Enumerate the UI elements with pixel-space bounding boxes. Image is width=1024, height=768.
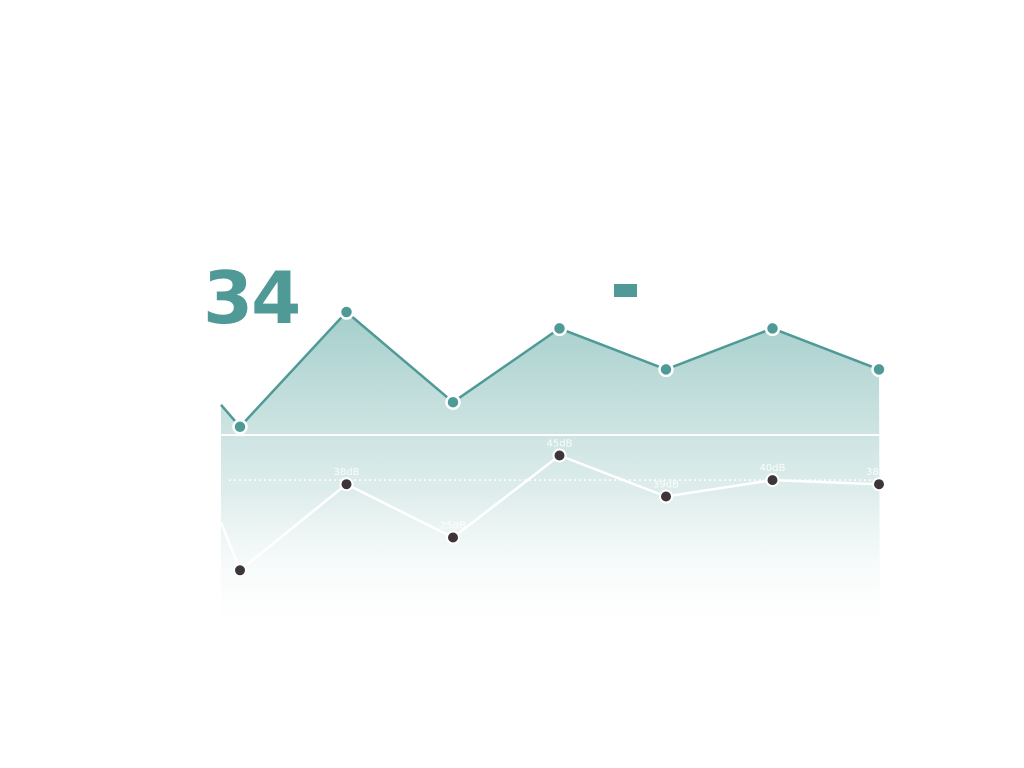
series-1-point	[445, 394, 461, 410]
series-2-line	[219, 454, 880, 572]
legend-swatch	[614, 284, 637, 297]
series-1-point	[232, 419, 248, 435]
series-2-point	[659, 489, 673, 504]
series-1-point	[551, 320, 568, 337]
series-2-point	[446, 530, 460, 545]
headline-number: 34	[203, 256, 301, 340]
series-1-point	[658, 361, 674, 378]
series-2-point	[765, 473, 780, 488]
series-2-point	[872, 477, 886, 492]
data-label: 38dB	[866, 467, 892, 478]
series-1-point	[764, 320, 781, 337]
series-2-point	[233, 563, 247, 578]
series-1-point	[871, 361, 887, 378]
data-label: 25dB	[440, 521, 466, 532]
data-label: 40dB	[760, 463, 786, 474]
series-1-area	[221, 312, 880, 640]
series-1-point	[338, 304, 355, 320]
series-2-point	[339, 477, 354, 492]
data-label: 38dB	[334, 467, 360, 478]
series-1-line	[220, 310, 880, 429]
data-label: 39dB	[653, 480, 679, 491]
data-label: 45dB	[547, 439, 573, 450]
series-2-point	[552, 448, 567, 463]
